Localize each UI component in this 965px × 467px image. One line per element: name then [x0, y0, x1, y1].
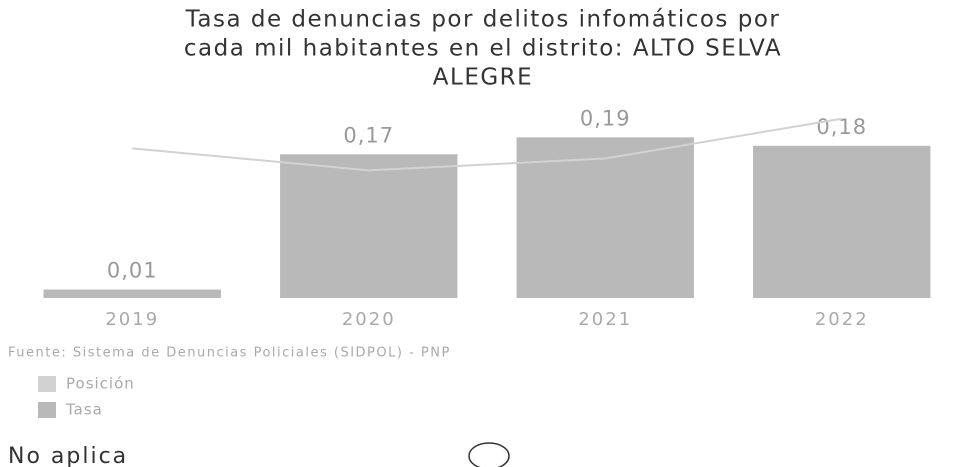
line [132, 117, 842, 172]
x-tick-label: 2019 [105, 309, 159, 330]
data-label: 0,19 [580, 106, 631, 130]
bar [753, 145, 931, 298]
chart-title: Tasa de denuncias por delitos infomático… [185, 7, 781, 33]
bar [280, 154, 458, 298]
radio[interactable] [468, 442, 510, 467]
chart-title: cada mil habitantes en el distrito: ALTO… [184, 36, 782, 62]
note: No aplica [8, 444, 128, 467]
x-tick-label: 2020 [342, 309, 396, 330]
chart-title: ALEGRE [433, 65, 533, 91]
source: Fuente: Sistema de Denuncias Policiales … [8, 346, 451, 361]
bar [516, 137, 694, 298]
legend-label: Tasa [65, 401, 103, 419]
data-label: 0,01 [107, 259, 158, 283]
legend-swatch [38, 376, 56, 392]
x-tick-label: 2021 [578, 309, 632, 330]
bar [43, 289, 221, 298]
x-tick-label: 2022 [815, 309, 869, 330]
legend-swatch [38, 402, 56, 418]
data-label: 0,18 [816, 115, 867, 139]
legend-label: Posición [66, 375, 135, 393]
data-label: 0,17 [343, 123, 394, 147]
